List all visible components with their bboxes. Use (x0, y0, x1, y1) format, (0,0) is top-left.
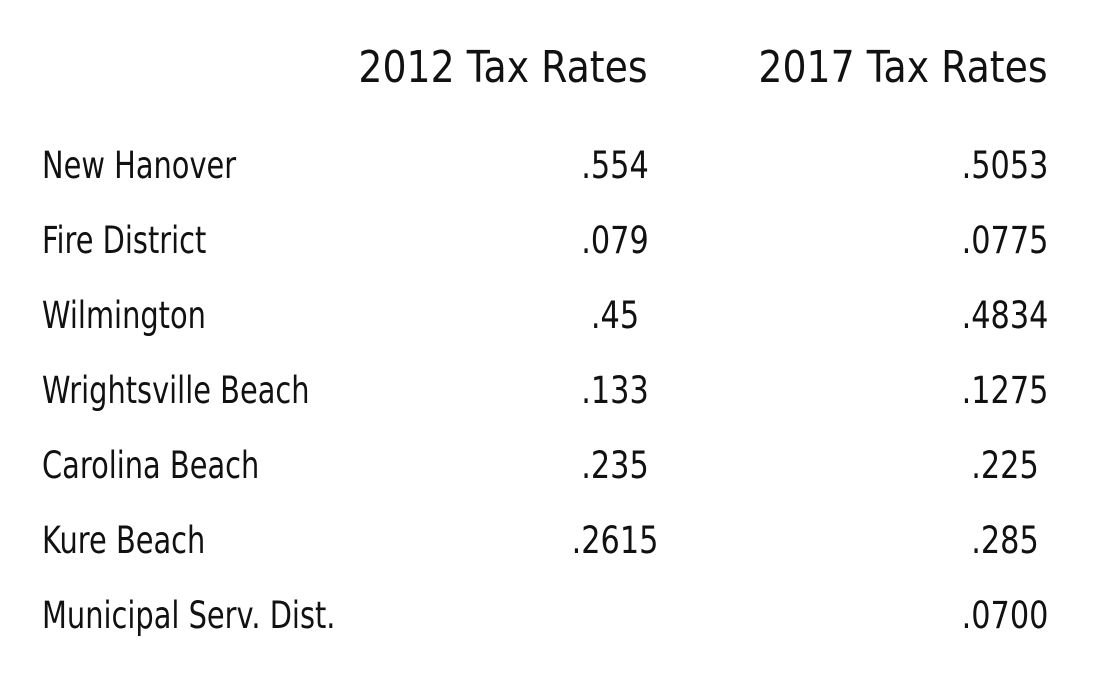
tax-rate: .1275 (961, 369, 1049, 412)
row-label: New Hanover (42, 144, 237, 187)
tax-rate: .0700 (961, 594, 1049, 637)
tax-rate: .554 (581, 144, 649, 187)
tax-rate: .133 (581, 369, 649, 412)
tax-rate: .225 (971, 444, 1039, 487)
tax-rate: .2615 (571, 519, 659, 562)
row-label: Carolina Beach (42, 444, 260, 487)
row-label: Municipal Serv. Dist. (42, 594, 336, 637)
tax-rate: .4834 (961, 294, 1049, 337)
row-label: Fire District (42, 219, 207, 262)
row-label: Wilmington (42, 294, 206, 337)
row-label: Kure Beach (42, 519, 206, 562)
row-label: Wrightsville Beach (42, 369, 310, 412)
tax-rate: .5053 (961, 144, 1049, 187)
tax-rate: .0775 (961, 219, 1049, 262)
column-header: 2017 Tax Rates (758, 42, 1048, 93)
column-header: 2012 Tax Rates (358, 42, 648, 93)
tax-rate: .45 (590, 294, 640, 337)
tax-rate: .235 (581, 444, 649, 487)
tax-rate: .079 (581, 219, 649, 262)
tax-rate: .285 (971, 519, 1039, 562)
